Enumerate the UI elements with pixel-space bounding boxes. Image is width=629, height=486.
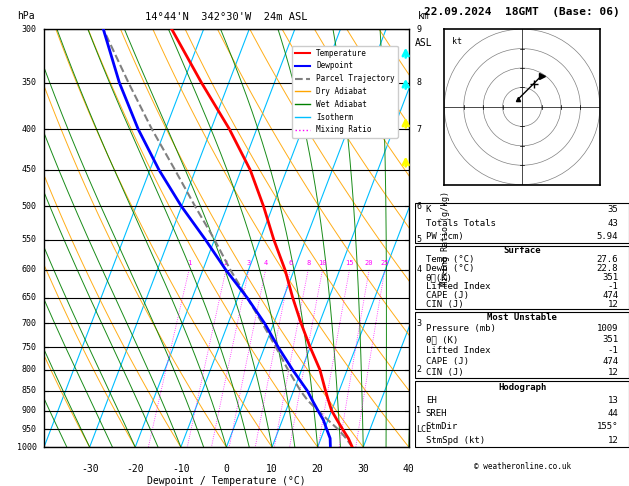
Text: 12: 12 xyxy=(608,435,618,445)
Text: Totals Totals: Totals Totals xyxy=(426,219,496,227)
Text: 10: 10 xyxy=(266,464,278,474)
Text: 351: 351 xyxy=(602,335,618,344)
Text: © weatheronline.co.uk: © weatheronline.co.uk xyxy=(474,462,571,471)
Text: 950: 950 xyxy=(22,425,36,434)
Text: 2: 2 xyxy=(416,365,421,374)
Text: 30: 30 xyxy=(357,464,369,474)
Text: 155°: 155° xyxy=(597,422,618,432)
Text: 300: 300 xyxy=(22,25,36,34)
Text: 0: 0 xyxy=(223,464,230,474)
Text: 10: 10 xyxy=(318,260,327,266)
Text: 850: 850 xyxy=(22,386,36,395)
Text: ASL: ASL xyxy=(415,37,432,48)
Text: 6: 6 xyxy=(288,260,292,266)
Text: Lifted Index: Lifted Index xyxy=(426,346,491,355)
Legend: Temperature, Dewpoint, Parcel Trajectory, Dry Adiabat, Wet Adiabat, Isotherm, Mi: Temperature, Dewpoint, Parcel Trajectory… xyxy=(292,46,398,138)
Text: EH: EH xyxy=(426,396,437,405)
Text: hPa: hPa xyxy=(17,11,35,21)
Text: 22.8: 22.8 xyxy=(597,264,618,273)
Text: 1009: 1009 xyxy=(597,324,618,333)
Text: Temp (°C): Temp (°C) xyxy=(426,255,474,264)
Text: Dewp (°C): Dewp (°C) xyxy=(426,264,474,273)
Text: 9: 9 xyxy=(416,25,421,34)
Text: 14°44'N  342°30'W  24m ASL: 14°44'N 342°30'W 24m ASL xyxy=(145,12,308,22)
Text: θᴇ (K): θᴇ (K) xyxy=(426,335,458,344)
Text: 8: 8 xyxy=(306,260,310,266)
Text: 350: 350 xyxy=(22,78,36,87)
Text: 15: 15 xyxy=(345,260,353,266)
Text: 35: 35 xyxy=(608,205,618,214)
Text: 700: 700 xyxy=(22,319,36,328)
Text: 12: 12 xyxy=(608,368,618,377)
Text: 2: 2 xyxy=(224,260,228,266)
Text: 8: 8 xyxy=(416,78,421,87)
Text: CIN (J): CIN (J) xyxy=(426,300,464,309)
Text: θᴇ(K): θᴇ(K) xyxy=(426,273,453,282)
Text: SREH: SREH xyxy=(426,409,447,418)
Text: -1: -1 xyxy=(608,282,618,291)
Text: 12: 12 xyxy=(608,300,618,309)
Text: -20: -20 xyxy=(126,464,144,474)
Text: 5: 5 xyxy=(416,235,421,244)
Text: 27.6: 27.6 xyxy=(597,255,618,264)
Text: km: km xyxy=(418,11,430,21)
Text: StmDir: StmDir xyxy=(426,422,458,432)
Text: 43: 43 xyxy=(608,219,618,227)
Text: 400: 400 xyxy=(22,124,36,134)
Text: 25: 25 xyxy=(381,260,389,266)
Bar xyxy=(415,381,629,447)
Text: 3: 3 xyxy=(247,260,251,266)
Text: 600: 600 xyxy=(22,265,36,274)
Bar xyxy=(415,312,629,378)
Text: K: K xyxy=(426,205,431,214)
Text: 7: 7 xyxy=(416,124,421,134)
Text: 474: 474 xyxy=(602,357,618,366)
Text: 1: 1 xyxy=(416,406,421,415)
Text: Dewpoint / Temperature (°C): Dewpoint / Temperature (°C) xyxy=(147,476,306,486)
Text: kt: kt xyxy=(452,37,462,46)
Text: 13: 13 xyxy=(608,396,618,405)
Text: 3: 3 xyxy=(416,319,421,328)
Text: 44: 44 xyxy=(608,409,618,418)
Text: 550: 550 xyxy=(22,235,36,244)
Text: 750: 750 xyxy=(22,343,36,352)
Text: -10: -10 xyxy=(172,464,190,474)
Text: 1: 1 xyxy=(187,260,191,266)
Text: 4: 4 xyxy=(416,265,421,274)
Bar xyxy=(415,246,629,309)
Text: 900: 900 xyxy=(22,406,36,415)
Text: -30: -30 xyxy=(81,464,99,474)
Text: 20: 20 xyxy=(365,260,374,266)
Text: 351: 351 xyxy=(602,273,618,282)
Text: LCL: LCL xyxy=(416,425,431,434)
Text: 5.94: 5.94 xyxy=(597,232,618,241)
Text: 800: 800 xyxy=(22,365,36,374)
Text: PW (cm): PW (cm) xyxy=(426,232,464,241)
Text: CAPE (J): CAPE (J) xyxy=(426,291,469,300)
Text: 22.09.2024  18GMT  (Base: 06): 22.09.2024 18GMT (Base: 06) xyxy=(424,7,620,17)
Text: 474: 474 xyxy=(602,291,618,300)
Text: 500: 500 xyxy=(22,202,36,211)
Text: -1: -1 xyxy=(608,346,618,355)
Text: 450: 450 xyxy=(22,165,36,174)
Text: 650: 650 xyxy=(22,293,36,302)
Text: 40: 40 xyxy=(403,464,415,474)
Text: Pressure (mb): Pressure (mb) xyxy=(426,324,496,333)
Bar xyxy=(415,203,629,243)
Text: StmSpd (kt): StmSpd (kt) xyxy=(426,435,485,445)
Text: Hodograph: Hodograph xyxy=(498,383,546,392)
Text: CIN (J): CIN (J) xyxy=(426,368,464,377)
Text: Lifted Index: Lifted Index xyxy=(426,282,491,291)
Text: Mixing Ratio (g/kg): Mixing Ratio (g/kg) xyxy=(441,191,450,286)
Text: 4: 4 xyxy=(264,260,268,266)
Text: 20: 20 xyxy=(312,464,323,474)
Text: Most Unstable: Most Unstable xyxy=(487,313,557,322)
Text: 6: 6 xyxy=(416,202,421,211)
Text: Surface: Surface xyxy=(503,246,541,255)
Text: CAPE (J): CAPE (J) xyxy=(426,357,469,366)
Text: 1000: 1000 xyxy=(17,443,36,451)
